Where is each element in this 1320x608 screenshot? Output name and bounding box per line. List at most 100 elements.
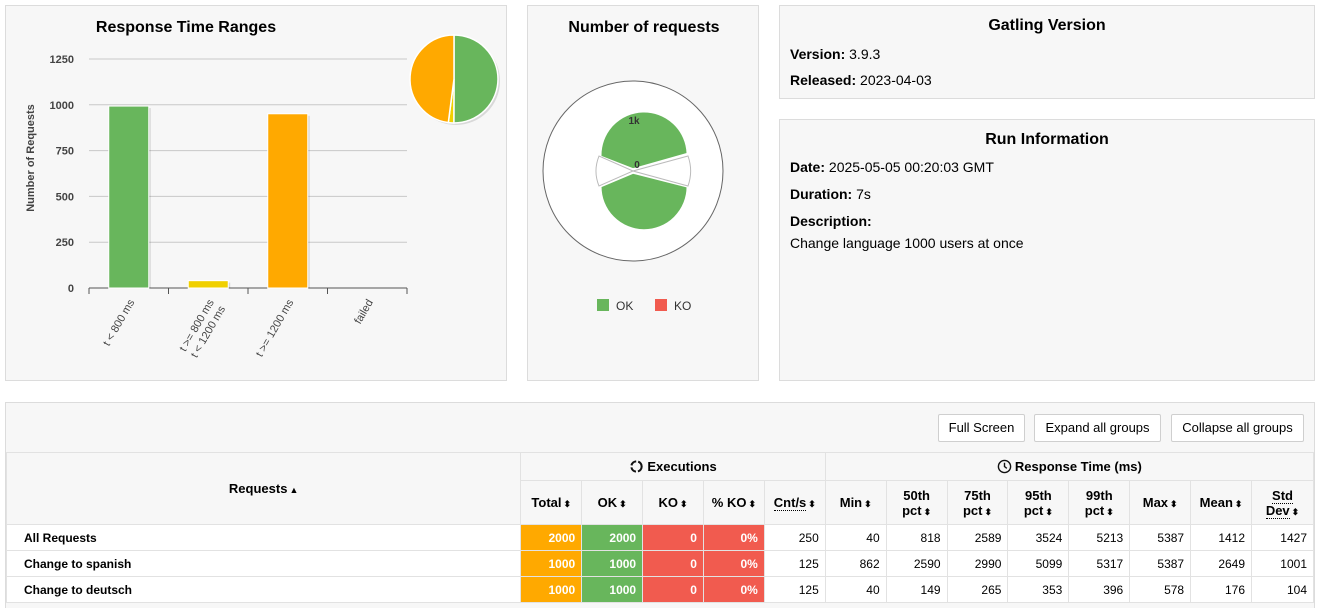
gauge-label-0: 0 — [634, 160, 640, 171]
column-header-label: % KO — [711, 495, 747, 510]
sort-icon: ⬍ — [923, 506, 932, 517]
requests-column-header[interactable]: Requests ▲ — [5, 452, 522, 525]
column-header-label: Std Dev — [1265, 487, 1293, 519]
response-time-ranges-title: Response Time Ranges — [95, 19, 277, 36]
collapse-all-groups-button[interactable]: Collapse all groups — [1171, 414, 1304, 442]
table-cell: 2649 — [1190, 550, 1253, 577]
response-time-header: Response Time (ms) — [824, 452, 1315, 481]
column-header[interactable]: Cnt/s ⬍ — [763, 480, 826, 525]
table-cell: 2000 — [581, 524, 644, 551]
table-cell: 0% — [702, 576, 765, 603]
number-of-requests-chart: 1k 0 OK KO — [542, 80, 724, 313]
sort-icon: ⬍ — [1170, 499, 1178, 509]
y-tick-label: 1250 — [50, 54, 74, 66]
legend-ko-label[interactable]: KO — [674, 299, 691, 313]
column-header[interactable]: 75th pct ⬍ — [946, 480, 1009, 525]
request-name[interactable]: All Requests — [5, 524, 522, 551]
x-tick-label: t >= 800 mst < 1200 ms — [177, 297, 228, 360]
bar[interactable] — [267, 113, 309, 289]
gatling-version-panel: Gatling Version Version: 3.9.3 Released:… — [779, 5, 1315, 99]
full-screen-button[interactable]: Full Screen — [938, 414, 1025, 442]
table-cell: 5317 — [1068, 550, 1131, 577]
version-row: Version: 3.9.3 — [790, 46, 880, 62]
column-header-label: OK — [597, 495, 618, 510]
request-name[interactable]: Change to spanish — [5, 550, 522, 577]
table-cell: 0 — [642, 576, 704, 603]
request-name[interactable]: Change to deutsch — [5, 576, 522, 603]
table-cell: 250 — [763, 524, 826, 551]
column-header-label: Cnt/s — [773, 495, 807, 511]
response-time-ranges-chart: 0 250 500 750 1000 1250 t < 800 ms t >= 800 ms… — [25, 34, 500, 360]
version-label: Version: — [790, 46, 846, 62]
column-header-label: Max — [1142, 495, 1169, 510]
pie-slice[interactable] — [409, 34, 455, 124]
table-cell: 396 — [1068, 576, 1131, 603]
column-header-label: KO — [658, 495, 679, 510]
table-cell: 176 — [1190, 576, 1253, 603]
column-header[interactable]: 50th pct ⬍ — [885, 480, 948, 525]
duration-label: Duration: — [790, 186, 853, 202]
description-value: Change language 1000 users at once — [790, 235, 1024, 251]
table-cell: 40 — [824, 524, 887, 551]
column-header[interactable]: 99th pct ⬍ — [1068, 480, 1131, 525]
expand-all-groups-button[interactable]: Expand all groups — [1034, 414, 1161, 442]
column-header-label: 50th pct — [902, 487, 930, 518]
table-row[interactable]: All Requests 2000 2000 0 0% 250 40 818 2589 3524 5… — [5, 524, 1314, 551]
column-header[interactable]: Min ⬍ — [824, 480, 887, 525]
sort-icon: ⬍ — [984, 506, 993, 517]
sort-icon: ⬍ — [1106, 506, 1114, 517]
table-cell: 0% — [702, 550, 765, 577]
y-axis-label: Number of Requests — [25, 104, 37, 212]
requests-header-label: Requests — [228, 481, 288, 496]
statistics-panel: Full Screen Expand all groups Collapse a… — [5, 402, 1315, 608]
pie-slice[interactable] — [453, 34, 499, 124]
table-cell: 1427 — [1251, 524, 1314, 551]
column-header-label: Min — [839, 495, 863, 510]
column-header[interactable]: Mean ⬍ — [1190, 480, 1253, 525]
column-header[interactable]: Std Dev ⬍ — [1251, 480, 1314, 525]
column-header[interactable]: OK ⬍ — [581, 480, 644, 525]
bar[interactable] — [108, 105, 150, 289]
x-tick-label-line: failed — [352, 298, 376, 327]
table-row[interactable]: Change to deutsch 1000 1000 0 0% 125 40 149 265 3… — [5, 576, 1314, 603]
column-header[interactable]: Total ⬍ — [520, 480, 583, 525]
legend-ok-label[interactable]: OK — [616, 299, 633, 313]
table-cell: 353 — [1007, 576, 1070, 603]
description-label: Description: — [790, 213, 872, 229]
ok-upper-sector — [600, 110, 689, 170]
column-header[interactable]: KO ⬍ — [642, 480, 704, 525]
table-cell: 2590 — [885, 550, 948, 577]
bar[interactable] — [187, 280, 229, 289]
table-cell: 5213 — [1068, 524, 1131, 551]
legend-ko-swatch — [655, 299, 667, 311]
table-cell: 149 — [885, 576, 948, 603]
table-cell: 0% — [702, 524, 765, 551]
gauge-gap-left — [595, 155, 635, 187]
sort-icon: ⬍ — [808, 499, 816, 509]
column-header[interactable]: Max ⬍ — [1129, 480, 1192, 525]
run-information-title: Run Information — [985, 131, 1109, 148]
number-of-requests-panel: Number of requests 1k 0 OK KO — [527, 5, 759, 381]
column-header[interactable]: 95th pct ⬍ — [1007, 480, 1070, 525]
sort-icon: ⬍ — [1291, 506, 1300, 517]
table-row[interactable]: Change to spanish 1000 1000 0 0% 125 862 2590 29… — [5, 550, 1314, 577]
version-value: 3.9.3 — [849, 46, 881, 62]
number-of-requests-title: Number of requests — [568, 19, 720, 36]
column-header[interactable]: % KO ⬍ — [702, 480, 765, 525]
table-cell: 5387 — [1129, 524, 1192, 551]
y-tick-label: 1000 — [50, 100, 74, 112]
gauge-label-1k: 1k — [628, 116, 640, 127]
table-cell: 2000 — [520, 524, 583, 551]
sort-icon: ⬍ — [1234, 499, 1243, 509]
table-cell: 578 — [1129, 576, 1192, 603]
sort-icon: ⬍ — [680, 499, 688, 509]
table-cell: 1412 — [1190, 524, 1253, 551]
run-information-panel: Run Information Date: 2025-05-05 00:20:0… — [779, 119, 1315, 381]
table-cell: 2589 — [946, 524, 1009, 551]
released-row: Released: 2023-04-03 — [790, 72, 932, 88]
released-value: 2023-04-03 — [860, 72, 932, 88]
table-cell: 1000 — [581, 576, 644, 603]
y-tick-label: 750 — [56, 146, 74, 158]
x-tick-label-line: t >= 1200 ms — [254, 297, 297, 359]
table-cell: 1001 — [1251, 550, 1314, 577]
